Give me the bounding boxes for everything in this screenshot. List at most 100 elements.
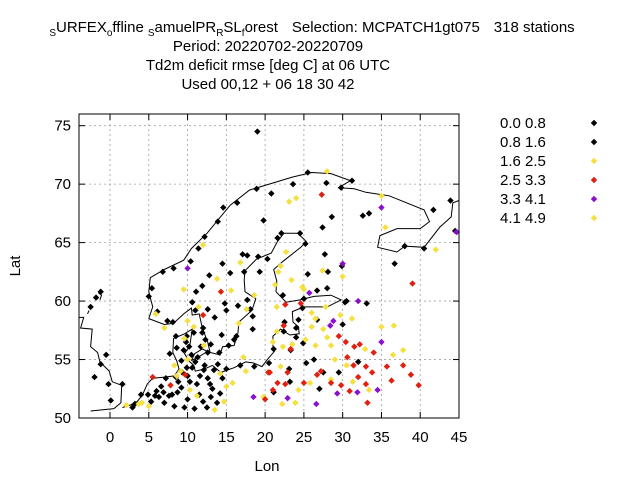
data-point — [319, 267, 326, 274]
data-point — [327, 379, 335, 387]
chart-title-period: Period: 20220702-20220709 — [173, 38, 363, 55]
legend-label: 1.6 2.5 — [500, 153, 546, 170]
data-point — [201, 362, 208, 369]
data-point — [286, 378, 294, 385]
data-point — [334, 390, 341, 397]
data-point — [378, 204, 385, 211]
data-point — [389, 351, 397, 359]
data-point — [234, 199, 241, 207]
x-tick-label: 10 — [179, 429, 196, 446]
data-point — [335, 369, 342, 376]
data-point — [296, 230, 304, 237]
data-point — [269, 338, 277, 346]
legend-label: 2.5 3.3 — [500, 172, 546, 189]
data-point — [144, 391, 152, 398]
data-point — [195, 245, 202, 252]
y-axis-ticks: 50 55 60 65 70 75 — [54, 118, 459, 427]
data-point — [287, 345, 294, 353]
data-point — [304, 169, 311, 176]
data-point — [192, 307, 199, 314]
data-point — [206, 380, 214, 388]
data-point — [180, 346, 187, 354]
data-point — [242, 368, 249, 375]
data-point — [279, 343, 287, 350]
data-point — [337, 184, 345, 191]
data-point — [331, 356, 339, 363]
y-tick-label: 55 — [54, 352, 71, 369]
data-point — [327, 376, 335, 383]
data-point — [107, 397, 114, 404]
data-point — [227, 269, 234, 277]
data-point — [193, 380, 201, 388]
data-point — [319, 224, 326, 231]
data-point — [365, 386, 373, 394]
title-stations: 318 stations — [494, 19, 575, 36]
data-point — [204, 375, 211, 382]
y-tick-label: 50 — [54, 410, 71, 427]
data-point — [249, 313, 256, 320]
data-point — [350, 362, 357, 369]
data-point — [274, 234, 281, 242]
data-point — [279, 292, 287, 299]
data-point — [299, 283, 306, 291]
data-point — [292, 194, 300, 202]
data-point — [181, 404, 188, 411]
data-point — [135, 400, 142, 408]
data-point — [189, 299, 196, 306]
data-point — [184, 356, 191, 363]
data-point — [189, 364, 196, 371]
data-point — [223, 383, 230, 390]
data-point — [313, 400, 320, 408]
data-point — [295, 316, 302, 323]
title-part-5: orest — [245, 19, 279, 36]
data-point — [184, 317, 191, 325]
title-part-2: ffline — [112, 19, 143, 36]
data-point — [256, 268, 263, 276]
data-point — [87, 303, 94, 311]
title-sub-3: S — [148, 28, 155, 39]
data-point — [320, 325, 327, 333]
data-point — [177, 368, 184, 375]
data-point — [378, 192, 385, 200]
legend-marker — [590, 195, 598, 203]
data-point — [166, 350, 173, 357]
title-part-3: amuelPR — [154, 19, 216, 36]
data-point — [240, 354, 247, 361]
data-point — [382, 224, 389, 231]
data-point — [278, 230, 285, 237]
data-point — [223, 365, 230, 373]
data-point — [129, 404, 136, 411]
data-point — [383, 363, 391, 370]
x-tick-label: 45 — [451, 429, 468, 446]
data-point — [378, 323, 385, 330]
data-point — [300, 295, 308, 302]
data-point — [368, 369, 376, 376]
data-point — [239, 251, 246, 258]
data-point — [244, 252, 251, 259]
data-point — [343, 362, 350, 369]
data-point — [92, 294, 100, 301]
data-point — [199, 311, 207, 319]
data-point — [323, 179, 330, 187]
data-point — [317, 368, 325, 375]
data-point — [327, 342, 335, 349]
data-point — [339, 273, 346, 280]
data-point — [335, 332, 342, 340]
data-point — [322, 303, 329, 311]
data-point — [237, 259, 244, 266]
data-point — [362, 380, 370, 388]
data-point — [249, 325, 256, 333]
data-point — [192, 358, 199, 366]
data-point — [354, 358, 362, 366]
data-point — [220, 398, 228, 405]
data-point — [203, 404, 211, 411]
coastline-segment — [98, 292, 103, 301]
data-point — [216, 349, 223, 356]
data-point — [364, 399, 371, 406]
data-point — [233, 332, 240, 340]
data-point — [243, 306, 250, 313]
title-selection: Selection: MCPATCH1gt075 — [292, 19, 480, 36]
data-point — [206, 272, 213, 279]
data-point — [174, 389, 181, 396]
y-tick-label: 70 — [54, 176, 71, 193]
